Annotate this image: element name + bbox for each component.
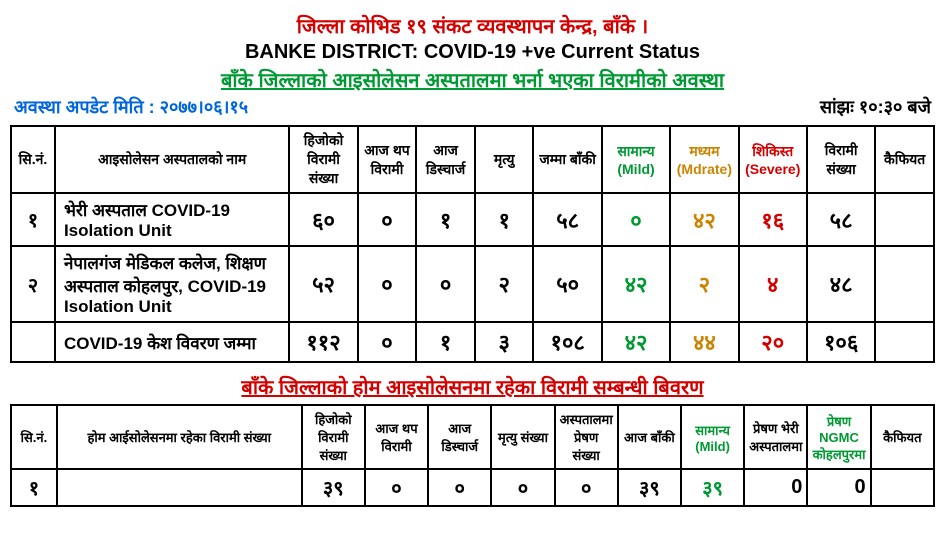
- cell-name: नेपालगंज मेडिकल कलेज, शिक्षण अस्पताल कोह…: [55, 246, 289, 322]
- meta-row: अवस्था अपडेट मिति : २०७७।०६।१५ सांझः १०:…: [14, 95, 931, 119]
- cell-remark: [875, 322, 934, 362]
- th2-death: मृत्यु संख्या: [491, 405, 554, 469]
- cell-remark: [875, 246, 934, 322]
- th-count: विरामी संख्या: [807, 126, 875, 193]
- cell-severe: २०: [739, 322, 807, 362]
- table2-header-row: सि.नं. होम आईसोलेसनमा रहेका विरामी संख्य…: [11, 405, 934, 469]
- table-row: २ नेपालगंज मेडिकल कलेज, शिक्षण अस्पताल क…: [11, 246, 934, 322]
- cell-moderate: ४२: [670, 193, 738, 246]
- cell-severe: १६: [739, 193, 807, 246]
- th2-remain: आज बाँकी: [618, 405, 681, 469]
- th2-refer: अस्पतालमा प्रेषण संख्या: [555, 405, 618, 469]
- cell-remain: १०८: [533, 322, 601, 362]
- cell-moderate: २: [670, 246, 738, 322]
- cell-death: २: [475, 246, 534, 322]
- cell-newadd: ०: [358, 193, 417, 246]
- cell2-remark: [871, 469, 934, 506]
- th-remark: कैफियत: [875, 126, 934, 193]
- table2-row: १ ३९ ० ० ० ० ३९ ३९ 0 0: [11, 469, 934, 506]
- th2-name: होम आईसोलेसनमा रहेका विरामी संख्या: [57, 405, 302, 469]
- home-isolation-table: सि.नं. होम आईसोलेसनमा रहेका विरामी संख्य…: [10, 404, 935, 507]
- cell-discharge: १: [416, 322, 475, 362]
- isolation-hospital-table: सि.नं. आइसोलेसन अस्पतालको नाम हिजोको विर…: [10, 125, 935, 363]
- header-line3: बाँके जिल्लाको आइसोलेसन अस्पतालमा भर्ना …: [10, 66, 935, 93]
- cell-remain: ५०: [533, 246, 601, 322]
- th-remain: जम्मा बाँकी: [533, 126, 601, 193]
- table-header-row: सि.नं. आइसोलेसन अस्पतालको नाम हिजोको विर…: [11, 126, 934, 193]
- th-prev: हिजोको विरामी संख्या: [289, 126, 357, 193]
- table-row: १ भेरी अस्पताल COVID-19 Isolation Unit ६…: [11, 193, 934, 246]
- cell-death: ३: [475, 322, 534, 362]
- th-mild: सामान्य (Mild): [602, 126, 670, 193]
- update-time: सांझः १०:३० बजे: [820, 95, 931, 119]
- cell-moderate: ४४: [670, 322, 738, 362]
- cell-count: ५८: [807, 193, 875, 246]
- cell-severe: ४: [739, 246, 807, 322]
- th2-sn: सि.नं.: [11, 405, 57, 469]
- cell2-prev: ३९: [302, 469, 365, 506]
- cell2-ref-bheri: 0: [744, 469, 807, 506]
- th2-mild: सामान्य (Mild): [681, 405, 744, 469]
- cell2-newadd: ०: [365, 469, 428, 506]
- cell-newadd: ०: [358, 322, 417, 362]
- th-sn: सि.नं.: [11, 126, 55, 193]
- th2-ref-ngmc: प्रेषण NGMC कोहलपुरमा: [807, 405, 870, 469]
- th2-remark: कैफियत: [871, 405, 934, 469]
- cell-mild: ४२: [602, 322, 670, 362]
- th-discharge: आज डिस्चार्ज: [416, 126, 475, 193]
- cell2-name: [57, 469, 302, 506]
- cell-remain: ५८: [533, 193, 601, 246]
- section2-title: बाँके जिल्लाको होम आइसोलेसनमा रहेका विरा…: [10, 373, 935, 400]
- cell2-death: ०: [491, 469, 554, 506]
- cell2-sn: १: [11, 469, 57, 506]
- update-date: अवस्था अपडेट मिति : २०७७।०६।१५: [14, 95, 248, 119]
- th2-discharge: आज डिस्चार्ज: [428, 405, 491, 469]
- cell-mild: ०: [602, 193, 670, 246]
- cell-remark: [875, 193, 934, 246]
- cell-sn: २: [11, 246, 55, 322]
- cell-name: भेरी अस्पताल COVID-19 Isolation Unit: [55, 193, 289, 246]
- th2-ref-bheri: प्रेषण भेरी अस्पतालमा: [744, 405, 807, 469]
- th-moderate: मध्यम (Mdrate): [670, 126, 738, 193]
- table-row-total: COVID-19 केश विवरण जम्मा ११२ ० १ ३ १०८ ४…: [11, 322, 934, 362]
- header-line1: जिल्ला कोभिड १९ संकट व्यवस्थापन केन्द्र,…: [10, 12, 935, 39]
- cell-mild: ४२: [602, 246, 670, 322]
- cell-discharge: ०: [416, 246, 475, 322]
- th-name: आइसोलेसन अस्पतालको नाम: [55, 126, 289, 193]
- header-line2: BANKE DISTRICT: COVID-19 +ve Current Sta…: [10, 41, 935, 64]
- cell2-remain: ३९: [618, 469, 681, 506]
- th2-prev: हिजोको विरामी संख्या: [302, 405, 365, 469]
- cell-sn: १: [11, 193, 55, 246]
- th-death: मृत्यु: [475, 126, 534, 193]
- cell-sn: [11, 322, 55, 362]
- cell-count: ४८: [807, 246, 875, 322]
- cell-discharge: १: [416, 193, 475, 246]
- cell-newadd: ०: [358, 246, 417, 322]
- cell-prev: ६०: [289, 193, 357, 246]
- cell-death: १: [475, 193, 534, 246]
- th-newadd: आज थप विरामी: [358, 126, 417, 193]
- cell2-mild: ३९: [681, 469, 744, 506]
- cell2-refer: ०: [555, 469, 618, 506]
- cell-count: १०६: [807, 322, 875, 362]
- cell-prev: ५२: [289, 246, 357, 322]
- cell2-discharge: ०: [428, 469, 491, 506]
- th-severe: शिकिस्त (Severe): [739, 126, 807, 193]
- th2-newadd: आज थप विरामी: [365, 405, 428, 469]
- cell2-ref-ngmc: 0: [807, 469, 870, 506]
- cell-name: COVID-19 केश विवरण जम्मा: [55, 322, 289, 362]
- cell-prev: ११२: [289, 322, 357, 362]
